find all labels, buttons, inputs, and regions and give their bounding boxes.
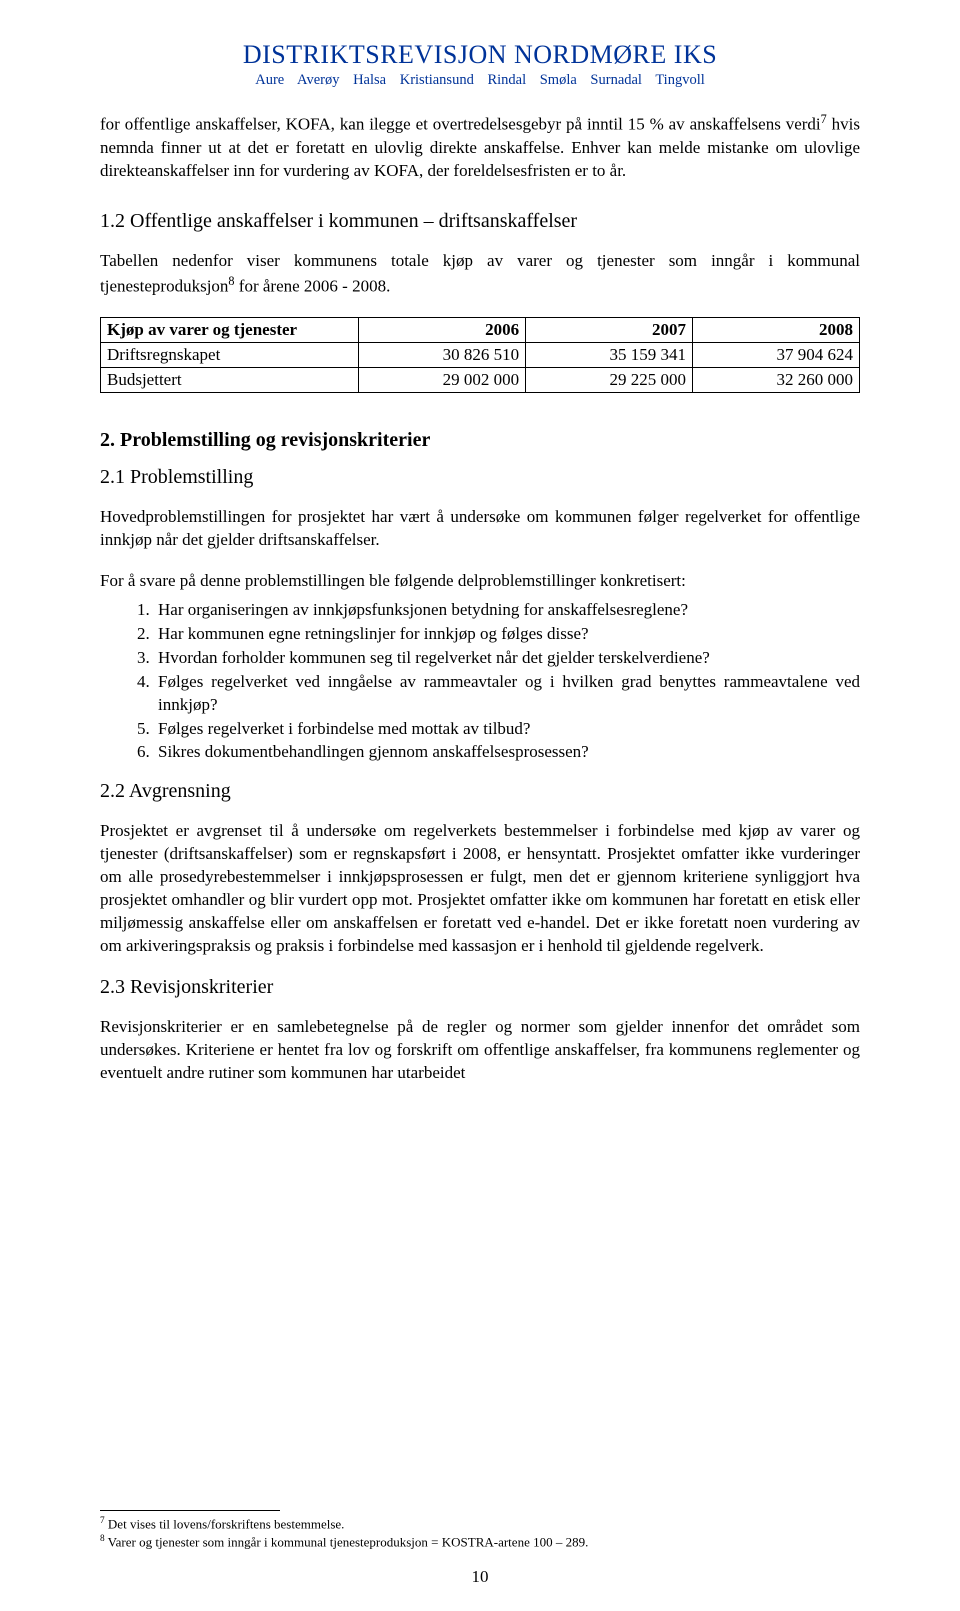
text: for årene 2006 - 2008. [235, 277, 391, 296]
col-2007: 2007 [526, 318, 693, 343]
cell-value: 29 225 000 [526, 368, 693, 393]
table-row: Driftsregnskapet 30 826 510 35 159 341 3… [101, 343, 860, 368]
purchases-table: Kjøp av varer og tjenester 2006 2007 200… [100, 317, 860, 393]
paragraph-1-2: Tabellen nedenfor viser kommunens totale… [100, 250, 860, 299]
footnote-8: 8 Varer og tjenester som inngår i kommun… [100, 1533, 860, 1551]
cell-value: 37 904 624 [693, 343, 860, 368]
list-item: Følges regelverket ved inngåelse av ramm… [154, 671, 860, 717]
col-label: Kjøp av varer og tjenester [101, 318, 359, 343]
header-title: DISTRIKTSREVISJON NORDMØRE IKS [100, 40, 860, 70]
footnote-rule [100, 1510, 280, 1511]
paragraph-2-3: Revisjonskriterier er en samlebetegnelse… [100, 1016, 860, 1085]
list-item: Har organiseringen av innkjøpsfunksjonen… [154, 599, 860, 622]
list-item: Hvordan forholder kommunen seg til regel… [154, 647, 860, 670]
cell-label: Budsjettert [101, 368, 359, 393]
page-number: 10 [0, 1567, 960, 1587]
heading-2-2: 2.2 Avgrensning [100, 780, 860, 803]
header-subtitle: Aure Averøy Halsa Kristiansund Rindal Sm… [100, 72, 860, 89]
list-item: Sikres dokumentbehandlingen gjennom ansk… [154, 741, 860, 764]
question-list: Har organiseringen av innkjøpsfunksjonen… [100, 599, 860, 765]
paragraph-2-2: Prosjektet er avgrenset til å undersøke … [100, 820, 860, 958]
cell-value: 32 260 000 [693, 368, 860, 393]
col-2006: 2006 [359, 318, 526, 343]
paragraph-intro: for offentlige anskaffelser, KOFA, kan i… [100, 111, 860, 182]
heading-2-3: 2.3 Revisjonskriterier [100, 976, 860, 999]
heading-2-1: 2.1 Problemstilling [100, 466, 860, 489]
text: Tabellen nedenfor viser kommunens totale… [100, 251, 860, 296]
footnote-7: 7 Det vises til lovens/forskriftens best… [100, 1515, 860, 1533]
page: DISTRIKTSREVISJON NORDMØRE IKS Aure Aver… [0, 0, 960, 1611]
list-item: Følges regelverket i forbindelse med mot… [154, 718, 860, 741]
paragraph-list-intro: For å svare på denne problemstillingen b… [100, 570, 860, 593]
cell-label: Driftsregnskapet [101, 343, 359, 368]
list-item: Har kommunen egne retningslinjer for inn… [154, 623, 860, 646]
footnotes: 7 Det vises til lovens/forskriftens best… [100, 1510, 860, 1551]
heading-2: 2. Problemstilling og revisjonskriterier [100, 429, 860, 452]
cell-value: 30 826 510 [359, 343, 526, 368]
footnote-text: Det vises til lovens/forskriftens bestem… [105, 1516, 345, 1531]
table-header-row: Kjøp av varer og tjenester 2006 2007 200… [101, 318, 860, 343]
text: for offentlige anskaffelser, KOFA, kan i… [100, 115, 821, 134]
paragraph-2-1: Hovedproblemstillingen for prosjektet ha… [100, 506, 860, 552]
cell-value: 29 002 000 [359, 368, 526, 393]
col-2008: 2008 [693, 318, 860, 343]
footnote-text: Varer og tjenester som inngår i kommunal… [105, 1534, 589, 1549]
cell-value: 35 159 341 [526, 343, 693, 368]
heading-1-2: 1.2 Offentlige anskaffelser i kommunen –… [100, 210, 860, 233]
table-row: Budsjettert 29 002 000 29 225 000 32 260… [101, 368, 860, 393]
